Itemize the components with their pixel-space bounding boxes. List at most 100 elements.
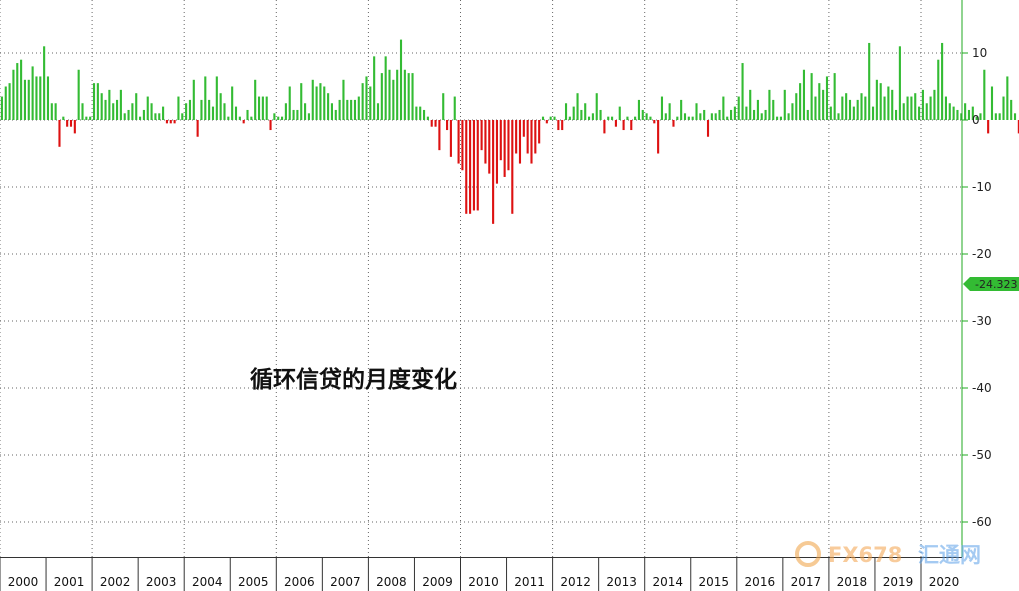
bar bbox=[933, 89, 936, 120]
bar bbox=[706, 120, 710, 137]
bar bbox=[649, 116, 652, 120]
bar bbox=[277, 116, 280, 120]
bar bbox=[392, 79, 395, 120]
bar bbox=[795, 93, 798, 120]
bar bbox=[906, 96, 909, 120]
bar bbox=[150, 103, 153, 120]
bar bbox=[637, 99, 640, 120]
bar bbox=[200, 99, 203, 120]
bar bbox=[818, 83, 821, 120]
bar bbox=[710, 113, 713, 120]
bar bbox=[131, 103, 134, 120]
bar bbox=[327, 93, 330, 120]
bar bbox=[856, 99, 859, 120]
bar bbox=[50, 103, 53, 120]
bar bbox=[937, 59, 940, 120]
fx678-watermark-logo: FX678 汇通网 bbox=[795, 541, 981, 567]
bar bbox=[783, 89, 786, 120]
x-tick-label: 2002 bbox=[100, 575, 131, 589]
x-tick-label: 2012 bbox=[560, 575, 591, 589]
x-tick-label: 2006 bbox=[284, 575, 315, 589]
watermark-text: FX678 bbox=[828, 543, 902, 567]
bar bbox=[756, 99, 759, 120]
bar bbox=[204, 76, 207, 120]
bar bbox=[23, 79, 26, 120]
bar bbox=[845, 93, 848, 120]
bar bbox=[822, 89, 825, 120]
bar bbox=[350, 99, 353, 120]
bar bbox=[956, 109, 959, 120]
bar bbox=[0, 96, 3, 120]
x-tick-label: 2020 bbox=[929, 575, 960, 589]
bar bbox=[108, 89, 111, 120]
bar bbox=[446, 120, 449, 131]
bar bbox=[476, 120, 479, 211]
bar bbox=[825, 76, 829, 120]
bar bbox=[530, 120, 533, 164]
bar bbox=[887, 86, 890, 120]
bar bbox=[369, 86, 372, 120]
x-tick-label: 2004 bbox=[192, 575, 223, 589]
bar bbox=[419, 106, 422, 120]
bar bbox=[142, 109, 145, 120]
x-tick-label: 2010 bbox=[468, 575, 499, 589]
bar bbox=[802, 69, 806, 120]
bar bbox=[522, 120, 525, 137]
bar bbox=[66, 120, 69, 127]
bar bbox=[39, 76, 42, 120]
bar bbox=[703, 109, 706, 120]
bar bbox=[407, 73, 410, 120]
bar bbox=[534, 120, 537, 154]
bar bbox=[611, 116, 614, 120]
bar bbox=[334, 109, 337, 120]
bar bbox=[146, 96, 149, 120]
bar bbox=[737, 96, 740, 120]
bar bbox=[27, 79, 30, 120]
bar bbox=[745, 106, 748, 120]
bars bbox=[0, 39, 1019, 224]
bar bbox=[799, 83, 802, 120]
x-tick-label: 2007 bbox=[330, 575, 361, 589]
bar bbox=[833, 73, 836, 120]
bar bbox=[941, 42, 944, 121]
bar bbox=[964, 103, 967, 120]
bar bbox=[338, 99, 341, 120]
bar bbox=[261, 96, 264, 120]
bar bbox=[422, 109, 426, 120]
bar bbox=[426, 116, 429, 120]
bar bbox=[791, 103, 794, 120]
x-tick-label: 2001 bbox=[54, 575, 85, 589]
bar bbox=[653, 120, 656, 124]
bar bbox=[442, 93, 445, 120]
bar bbox=[541, 116, 545, 120]
bar bbox=[100, 93, 103, 120]
bar bbox=[215, 76, 218, 120]
bar bbox=[580, 109, 583, 120]
bar bbox=[626, 116, 629, 120]
bar bbox=[553, 116, 556, 120]
bar bbox=[545, 120, 548, 124]
bar bbox=[257, 96, 261, 120]
bar bbox=[895, 109, 898, 120]
bar bbox=[1006, 76, 1009, 120]
bar bbox=[135, 93, 138, 120]
bar bbox=[657, 120, 660, 154]
bar bbox=[4, 86, 7, 120]
bar bbox=[898, 46, 901, 120]
bar bbox=[484, 120, 487, 164]
bar bbox=[238, 116, 241, 120]
x-tick-label: 2016 bbox=[745, 575, 776, 589]
bar bbox=[43, 46, 46, 120]
bar bbox=[779, 116, 782, 120]
bar bbox=[841, 96, 844, 120]
bar bbox=[8, 83, 11, 120]
bar bbox=[304, 103, 307, 120]
bar bbox=[365, 76, 368, 120]
bar bbox=[990, 86, 994, 120]
bar bbox=[925, 103, 928, 120]
bar bbox=[453, 96, 456, 120]
bar bbox=[749, 89, 752, 120]
bar bbox=[188, 99, 192, 120]
bar bbox=[787, 113, 790, 120]
bar bbox=[772, 99, 775, 120]
